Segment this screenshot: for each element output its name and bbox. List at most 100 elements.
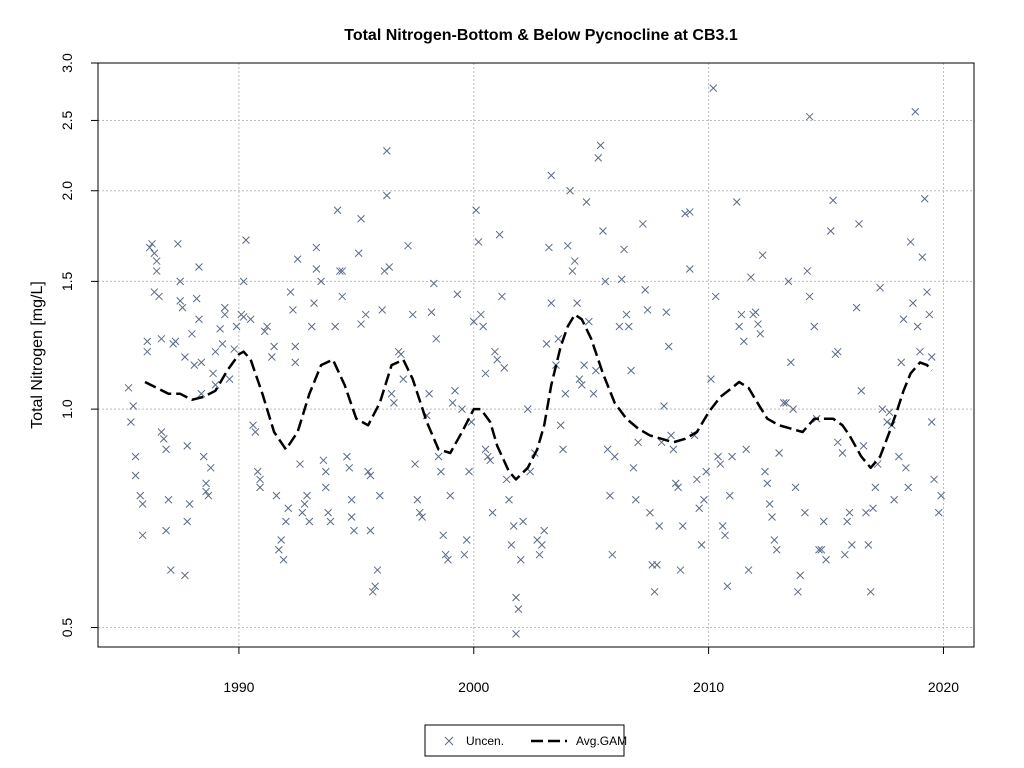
scatter-point — [446, 491, 455, 500]
scatter-point — [162, 445, 170, 454]
scatter-point — [434, 452, 443, 461]
scatter-point — [361, 310, 370, 319]
scatter-point — [805, 292, 814, 301]
scatter-point — [653, 561, 661, 569]
scatter-point — [822, 555, 830, 564]
scatter-point — [721, 531, 729, 540]
scatter-point — [754, 320, 762, 328]
scatter-point — [317, 277, 325, 286]
scatter-point — [260, 327, 269, 336]
scatter-point — [855, 220, 863, 228]
scatter-point — [784, 277, 793, 286]
scatter-point — [197, 389, 206, 398]
scatter-point — [737, 310, 746, 319]
axis-ticks: 1990 2000 2010 2020 0.5 1.0 1.5 2.0 2.5 3.0 — [59, 53, 959, 695]
scatter-point — [925, 310, 934, 319]
scatter-point — [751, 308, 760, 317]
y-tick-label: 3.0 — [59, 53, 75, 73]
scatter-point — [735, 322, 744, 331]
scatter-point — [338, 267, 347, 275]
scatter-point — [211, 381, 220, 389]
scatter-point — [413, 495, 422, 504]
scatter-point — [324, 508, 333, 517]
y-tick-label: 1.5 — [59, 271, 75, 291]
scatter-point — [152, 267, 161, 275]
scatter-point — [864, 540, 873, 549]
x-tick-label: 2000 — [458, 679, 489, 695]
scatter-point — [143, 337, 152, 346]
scatter-point — [350, 526, 358, 535]
scatter-point — [190, 361, 199, 369]
scatter-point — [622, 310, 631, 319]
scatter-point — [404, 241, 412, 250]
scatter-point — [368, 587, 377, 596]
scatter-point — [570, 257, 579, 265]
scatter-point — [681, 209, 689, 218]
scatter-point — [357, 320, 365, 328]
scatter-point — [399, 375, 408, 383]
scatter-point — [479, 322, 488, 331]
scatter-point — [451, 386, 459, 395]
scatter-point — [383, 146, 391, 155]
scatter-point — [155, 292, 163, 301]
scatter-point — [298, 508, 307, 517]
scatter-point — [157, 428, 166, 436]
x-tick-label: 2020 — [928, 679, 959, 695]
scatter-point — [725, 491, 734, 500]
scatter-point — [502, 475, 511, 484]
chart-title: Total Nitrogen-Bottom & Below Pycnocline… — [344, 27, 738, 44]
scatter-point — [589, 389, 598, 398]
scatter-point — [493, 355, 502, 364]
scatter-point — [291, 358, 300, 367]
gam-curve — [144, 313, 933, 481]
scatter-point — [357, 214, 365, 223]
gam-line — [144, 313, 933, 481]
scatter-point — [216, 325, 224, 333]
scatter-point — [732, 198, 741, 206]
scatter-point — [843, 517, 852, 526]
scatter-point — [676, 566, 685, 574]
scatter-point — [296, 460, 304, 468]
scatter-point — [885, 408, 894, 417]
scatter-point — [660, 402, 668, 410]
scatter-point — [192, 294, 201, 303]
scatter-point — [481, 369, 490, 378]
scatter-point — [786, 358, 795, 367]
scatter-point — [685, 265, 694, 273]
scatter-point — [131, 471, 140, 480]
scatter-point — [364, 467, 372, 476]
scatter-point — [253, 467, 262, 476]
scatter-point — [934, 508, 943, 517]
scatter-point — [848, 540, 856, 549]
scatter-point — [577, 381, 586, 389]
scatter-point — [815, 545, 823, 554]
scatter-point — [702, 467, 711, 476]
y-tick-label: 2.5 — [59, 111, 75, 131]
scatter-point — [453, 290, 462, 299]
scatter-point — [474, 238, 483, 246]
scatter-point — [829, 196, 837, 205]
scatter-point — [674, 483, 682, 492]
scatter-point — [599, 227, 607, 235]
scatter-point — [303, 491, 311, 500]
scatter-point — [561, 389, 570, 398]
scatter-point — [547, 171, 556, 180]
scatter-point — [739, 337, 748, 346]
scatter-point — [782, 399, 790, 407]
scatter-point — [164, 495, 173, 504]
scatter-point — [173, 239, 182, 248]
scatter-point — [756, 329, 765, 338]
scatter-point — [601, 277, 610, 286]
scatter-point — [890, 495, 899, 504]
scatter-point — [716, 460, 725, 468]
scatter-point — [667, 431, 675, 440]
scatter-point — [239, 277, 248, 286]
scatter-point — [624, 322, 633, 331]
scatter-point — [554, 334, 563, 343]
scatter-point — [131, 452, 140, 461]
scatter-point — [378, 306, 387, 314]
scatter-point — [176, 277, 185, 286]
scatter-point — [840, 550, 849, 559]
scatter-point — [927, 418, 936, 426]
scatter-point — [547, 299, 556, 307]
